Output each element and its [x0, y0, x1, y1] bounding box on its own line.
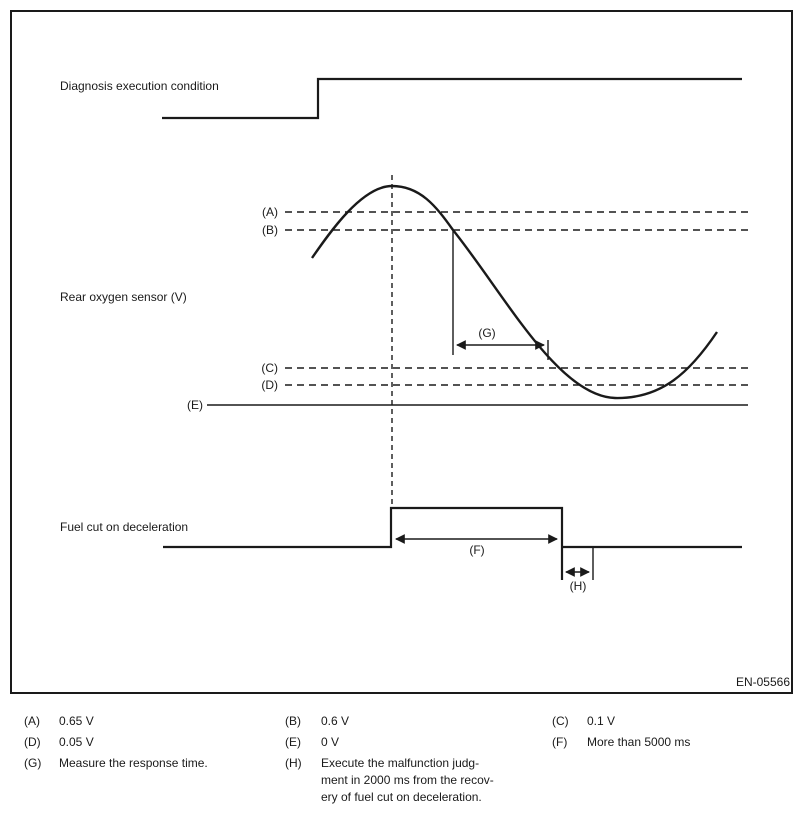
marker-label-d: (D)	[261, 378, 278, 392]
marker-label-a: (A)	[262, 205, 278, 219]
legend-value-e: 0 V	[321, 735, 340, 749]
legend-key-d: (D)	[24, 735, 41, 749]
legend-key-f: (F)	[552, 735, 568, 749]
diagnosis-signal-label: Diagnosis execution condition	[60, 79, 219, 93]
legend-value-a: 0.65 V	[59, 714, 94, 728]
marker-label-b: (B)	[262, 223, 278, 237]
legend-key-e: (E)	[285, 735, 301, 749]
legend-value-d: 0.05 V	[59, 735, 94, 749]
legend-value-c: 0.1 V	[587, 714, 616, 728]
marker-label-h: (H)	[569, 579, 587, 593]
legend-value-f: More than 5000 ms	[587, 735, 691, 749]
legend-key-b: (B)	[285, 714, 301, 728]
marker-label-f: (F)	[469, 543, 485, 557]
marker-label-c: (C)	[261, 361, 278, 375]
legend-key-a: (A)	[24, 714, 40, 728]
legend-key-g: (G)	[24, 756, 42, 770]
fuelcut-signal-waveform	[163, 506, 564, 580]
oxygen-sensor-curve	[311, 184, 718, 400]
legend-value-h: Execute the malfunction judg- ment in 20…	[321, 756, 494, 804]
legend-key-h: (H)	[285, 756, 302, 770]
figure-code: EN-05566	[735, 675, 790, 689]
diagnosis-signal-waveform	[162, 77, 742, 120]
oxygen-sensor-label: Rear oxygen sensor (V)	[60, 290, 187, 304]
legend-value-b: 0.6 V	[321, 714, 350, 728]
fuelcut-signal-label: Fuel cut on deceleration	[60, 520, 189, 534]
legend-value-g: Measure the response time.	[59, 756, 208, 770]
marker-label-e: (E)	[187, 398, 203, 412]
figure-border	[10, 10, 793, 694]
legend-key-c: (C)	[552, 714, 569, 728]
marker-label-g: (G)	[478, 326, 496, 340]
